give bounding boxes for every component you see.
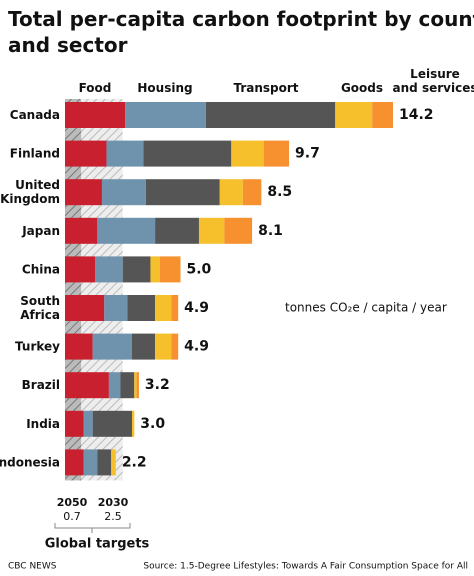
bar-segment (122, 256, 151, 283)
bar-segment (263, 140, 290, 167)
y-tick-label: United Kingdom (0, 178, 60, 206)
bar-segment (143, 140, 232, 167)
bar-segment (155, 295, 172, 321)
bar-segment (101, 179, 146, 206)
bar-segment (171, 295, 179, 321)
y-tick-label: Brazil (22, 378, 60, 392)
bar-segment (95, 256, 123, 283)
bar-segment (111, 449, 116, 476)
legend-label: Food (79, 81, 112, 95)
bar-segment (145, 179, 220, 206)
target-value: 2.5 (104, 510, 122, 523)
bar-segment (136, 372, 139, 399)
bar-segment (65, 217, 98, 244)
bar-segment (134, 372, 137, 399)
total-label: 8.1 (258, 223, 283, 239)
bar-segment (155, 333, 172, 360)
y-tick-label: Turkey (15, 339, 60, 353)
bracket (54, 523, 131, 533)
bar-segment (231, 140, 264, 167)
targets-title: Global targets (45, 537, 150, 552)
bar-segment (65, 256, 96, 283)
bar-segment (127, 295, 156, 321)
bar-segment (335, 102, 373, 128)
total-label: 3.0 (140, 416, 165, 432)
bar-segment (65, 333, 93, 360)
bar-segment (155, 217, 199, 244)
total-label: 2.2 (122, 454, 147, 470)
bar-segment (125, 102, 206, 128)
plot: Food Housing Transport Goods Leisure and serv… (0, 67, 474, 552)
bar-segment (65, 449, 84, 476)
bar-segment (92, 410, 132, 437)
y-tick-label: South Africa (20, 294, 60, 322)
bar-segment (65, 140, 107, 167)
bar-segment (205, 102, 336, 128)
total-label: 5.0 (186, 261, 211, 277)
bar-segment (65, 410, 84, 437)
bar-segment (150, 256, 160, 283)
y-tick-label: Canada (10, 108, 60, 122)
total-label: 9.7 (295, 146, 320, 162)
legend-label: Transport (233, 81, 298, 95)
total-label: 3.2 (145, 377, 170, 393)
total-label: 4.9 (184, 339, 209, 355)
bar-segment (97, 449, 112, 476)
y-tick-label: India (26, 416, 60, 430)
footer-left: CBC NEWS (8, 562, 57, 572)
bar-segment (83, 449, 98, 476)
bar-segment (65, 102, 126, 128)
bar-segment (65, 179, 102, 206)
bar-segment (219, 179, 243, 206)
legend-label: Housing (137, 81, 192, 95)
bar-segment (65, 372, 109, 399)
unit-note: tonnes CO₂e / capita / year (285, 301, 447, 315)
target-year: 2030 (98, 496, 129, 509)
bar-segment (131, 333, 156, 360)
bar-segment (104, 295, 128, 321)
y-tick-label: China (22, 262, 60, 276)
bar-segment (159, 256, 181, 283)
bar-segment (224, 217, 253, 244)
bar-segment (92, 333, 132, 360)
bar-segment (372, 102, 393, 128)
bar-segment (83, 410, 93, 437)
bar-segment (65, 295, 105, 321)
bar-segment (97, 217, 156, 244)
total-label: 14.2 (399, 107, 434, 123)
bar-segment (198, 217, 225, 244)
source: Source: 1.5-Degree Lifestyles: Towards A… (143, 562, 468, 572)
y-tick-label: Japan (21, 223, 60, 237)
chart-title: Total per-capita carbon footprint by cou… (8, 7, 474, 57)
legend-label: Goods (341, 81, 383, 95)
bar-segment (120, 372, 135, 399)
y-tick-label: Indonesia (0, 455, 60, 469)
bar-segment (242, 179, 262, 206)
target-year: 2050 (57, 496, 88, 509)
chart-title: Total per-capita carbon footprint by cou… (8, 7, 474, 57)
total-label: 4.9 (184, 300, 209, 316)
target-value: 0.7 (63, 510, 81, 523)
legend-label: Leisure and services (393, 67, 474, 95)
bar-segment (108, 372, 121, 399)
total-label: 8.5 (267, 184, 292, 200)
bar-segment (171, 333, 179, 360)
bar-segment (131, 410, 135, 437)
bar-segment (106, 140, 144, 167)
y-tick-label: Finland (10, 146, 60, 160)
